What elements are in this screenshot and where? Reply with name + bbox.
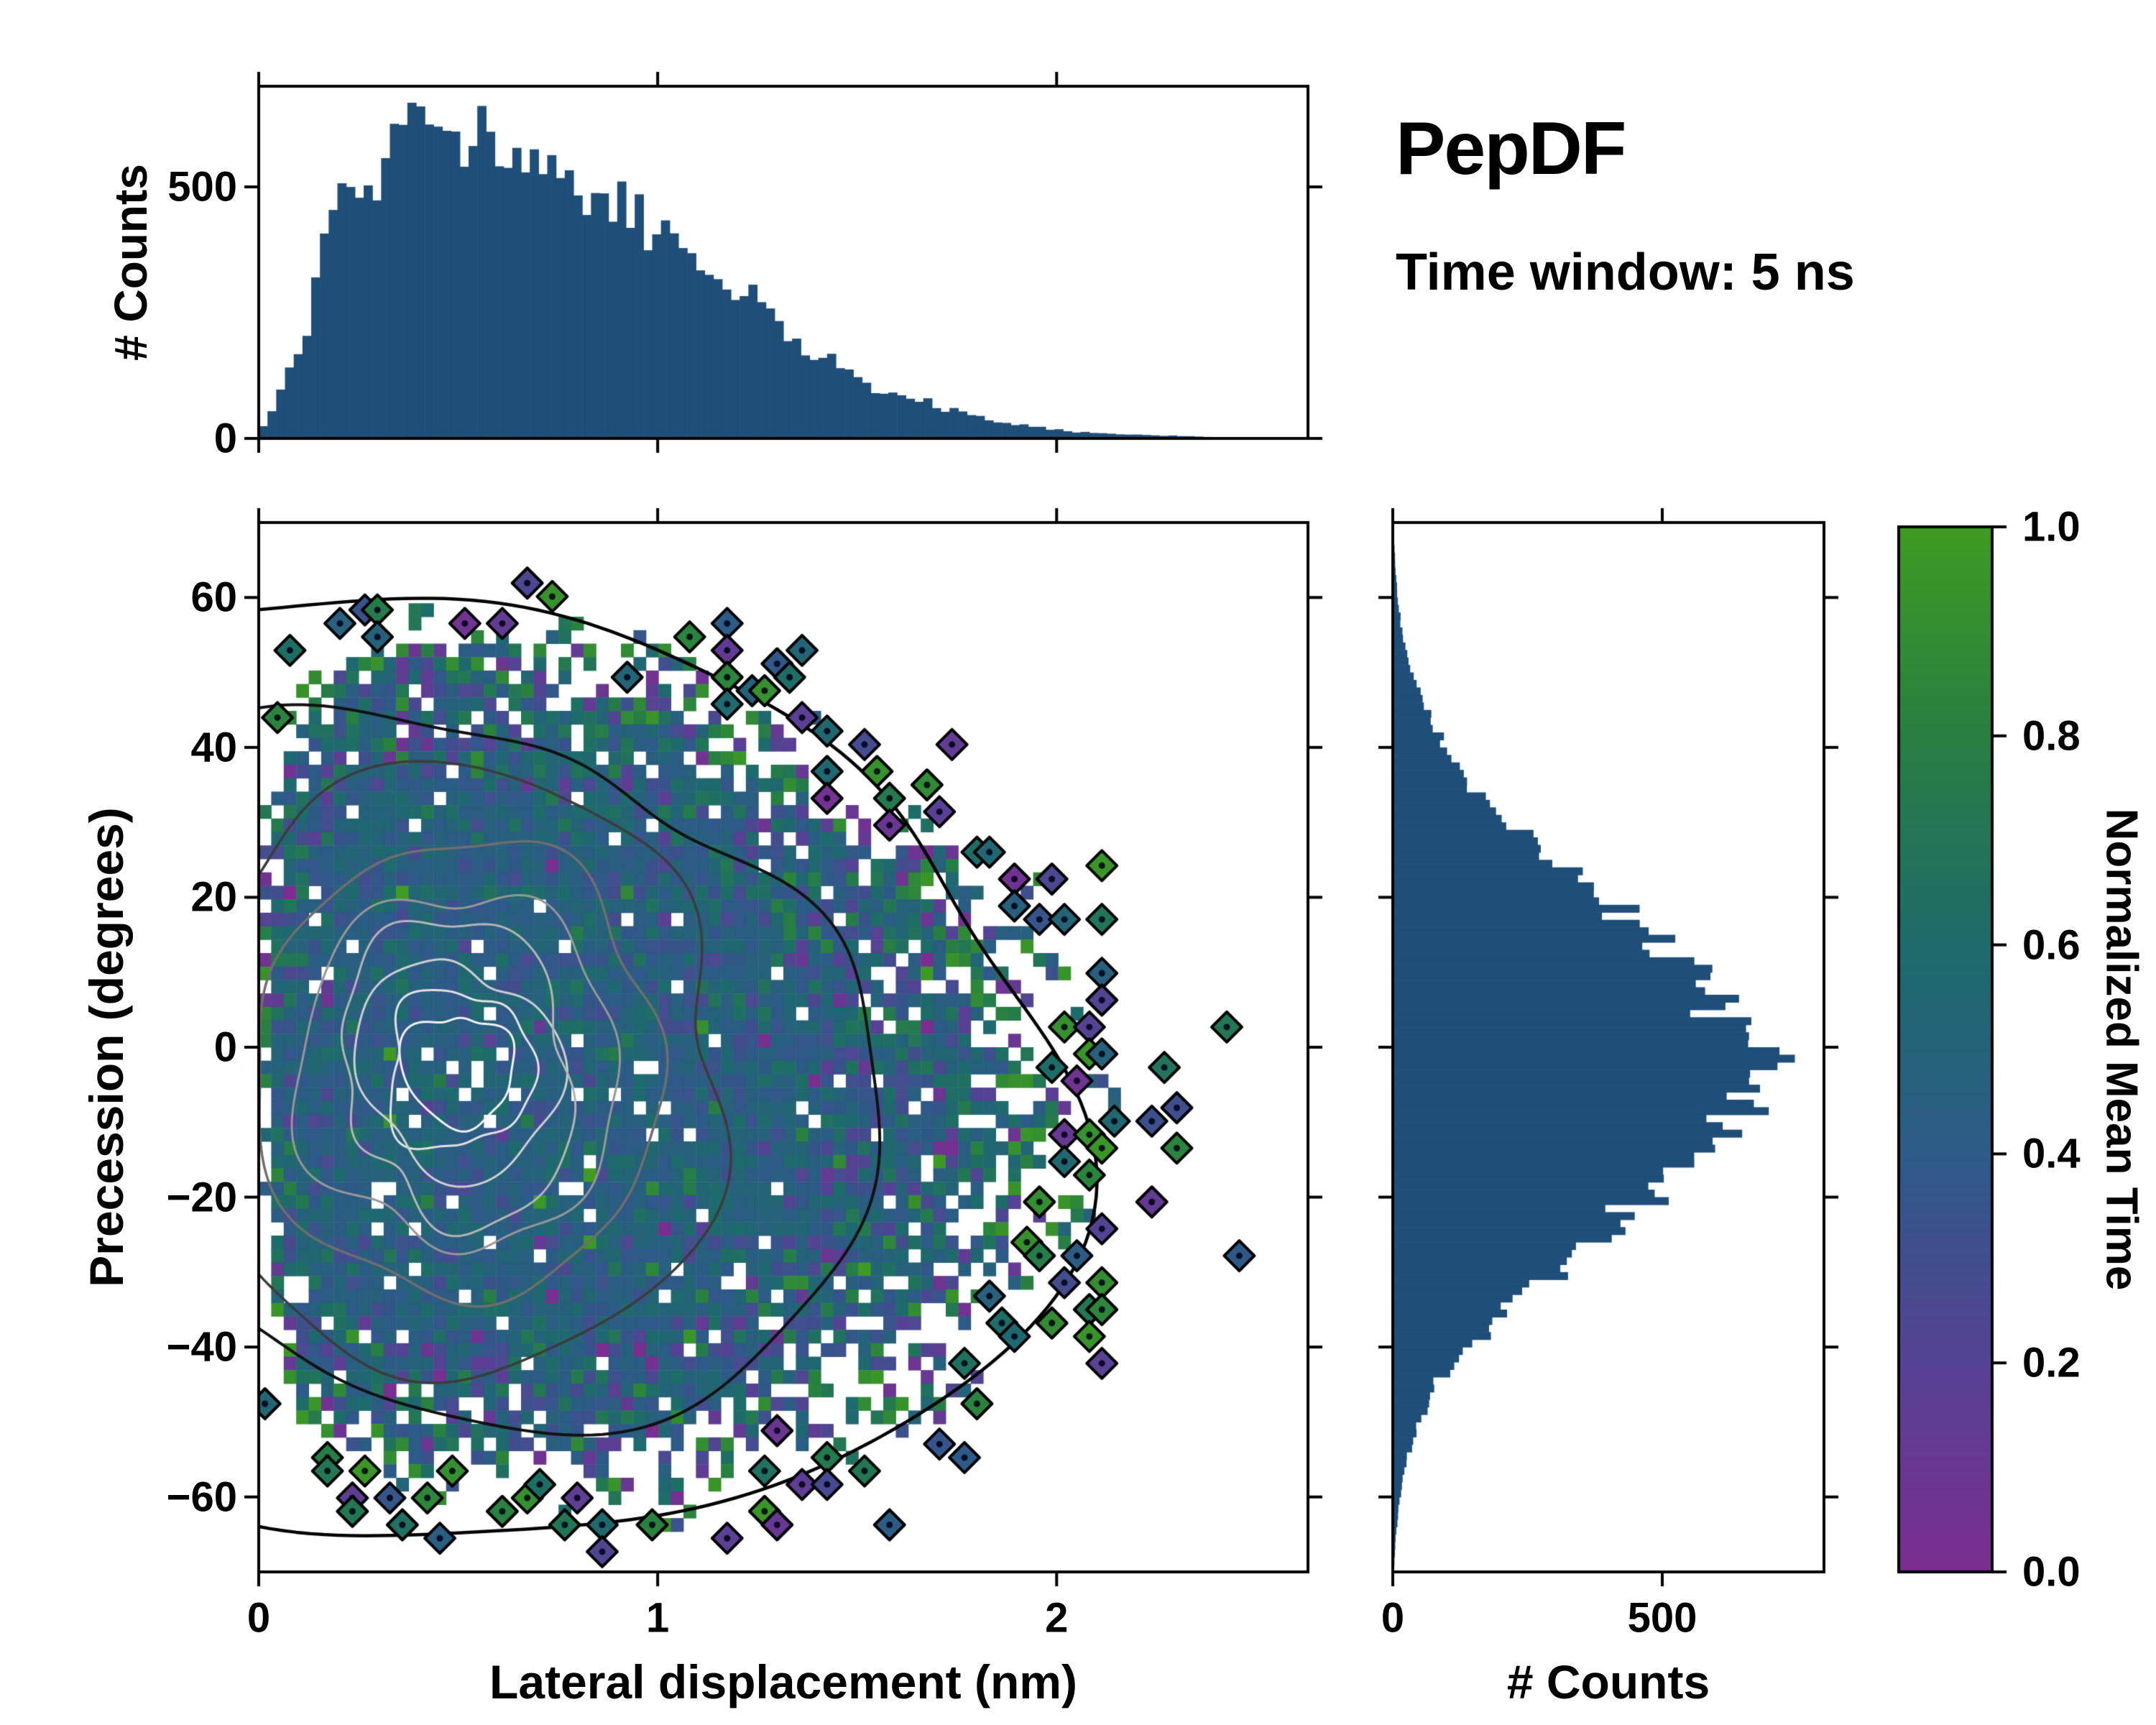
- main-y-tick-label: 20: [190, 873, 237, 921]
- top-histogram-y-axis-label: # Counts: [105, 164, 157, 361]
- main-y-axis-label: Precession (degrees): [80, 807, 133, 1287]
- main-x-tick-label: 1: [645, 1594, 670, 1642]
- main-y-tick-label: 60: [190, 574, 237, 621]
- top-histogram-y-tick-label: 0: [213, 415, 237, 462]
- main-y-tick-label: −20: [166, 1174, 237, 1221]
- chart-title: PepDF: [1396, 107, 1626, 190]
- colorbar-tick-label: 1.0: [2022, 503, 2081, 551]
- colorbar-tick-label: 0.4: [2022, 1130, 2081, 1177]
- main-x-tick-label: 2: [1045, 1594, 1069, 1642]
- colorbar-tick-label: 0.0: [2022, 1548, 2081, 1596]
- main-x-tick-label: 0: [247, 1594, 271, 1642]
- top-histogram-y-tick-label: 500: [167, 163, 237, 211]
- main-y-tick-label: 40: [190, 724, 237, 771]
- colorbar-tick-label: 0.8: [2022, 712, 2081, 760]
- main-y-tick-label: −40: [166, 1323, 237, 1371]
- right-histogram-x-axis-label: # Counts: [1506, 1655, 1710, 1708]
- chart-subtitle: Time window: 5 ns: [1396, 244, 1855, 301]
- main-x-axis-label: Lateral displacement (nm): [489, 1655, 1077, 1708]
- colorbar-label: Normalized Mean Time: [2096, 808, 2147, 1291]
- main-y-tick-label: 0: [213, 1024, 237, 1071]
- right-histogram-x-tick-label: 500: [1627, 1594, 1697, 1642]
- main-y-tick-label: −60: [166, 1473, 237, 1521]
- colorbar-tick-label: 0.6: [2022, 921, 2081, 969]
- colorbar-tick-label: 0.2: [2022, 1339, 2081, 1386]
- right-histogram-x-tick-label: 0: [1381, 1594, 1405, 1642]
